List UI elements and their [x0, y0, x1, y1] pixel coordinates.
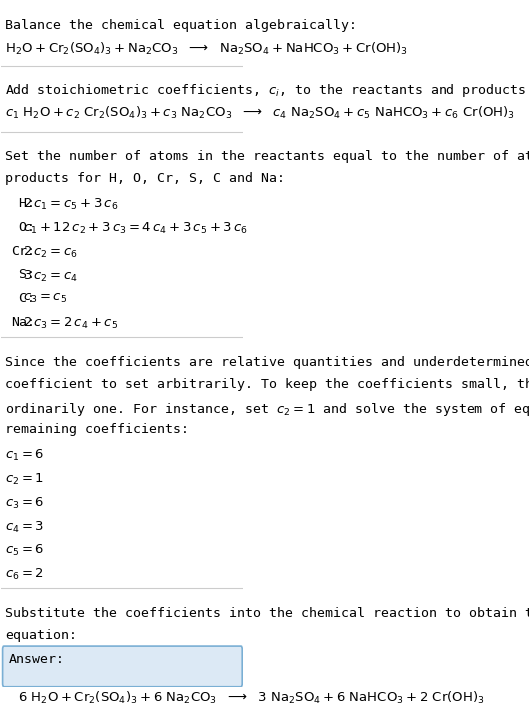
Text: Substitute the coefficients into the chemical reaction to obtain the balanced: Substitute the coefficients into the che…: [5, 607, 529, 619]
Text: $c_2 = 1$: $c_2 = 1$: [5, 472, 44, 487]
Text: equation:: equation:: [5, 629, 77, 642]
Text: Answer:: Answer:: [8, 653, 65, 666]
Text: Add stoichiometric coefficients, $c_i$, to the reactants and products:: Add stoichiometric coefficients, $c_i$, …: [5, 82, 529, 99]
Text: H:: H:: [11, 197, 35, 210]
Text: $2\,c_3 = 2\,c_4 + c_5$: $2\,c_3 = 2\,c_4 + c_5$: [23, 316, 118, 331]
Text: $2\,c_2 = c_6$: $2\,c_2 = c_6$: [23, 245, 78, 259]
Text: $c_1 + 12\,c_2 + 3\,c_3 = 4\,c_4 + 3\,c_5 + 3\,c_6$: $c_1 + 12\,c_2 + 3\,c_3 = 4\,c_4 + 3\,c_…: [23, 221, 248, 236]
Text: Set the number of atoms in the reactants equal to the number of atoms in the: Set the number of atoms in the reactants…: [5, 150, 529, 163]
Text: S:: S:: [11, 269, 35, 281]
Text: $c_3 = c_5$: $c_3 = c_5$: [23, 292, 67, 305]
Text: remaining coefficients:: remaining coefficients:: [5, 423, 189, 436]
Text: $c_1\ \mathregular{H_2O} + c_2\ \mathregular{Cr_2(SO_4)_3} + c_3\ \mathregular{N: $c_1\ \mathregular{H_2O} + c_2\ \mathreg…: [5, 105, 515, 121]
Text: O:: O:: [11, 221, 35, 234]
Text: $2\,c_1 = c_5 + 3\,c_6$: $2\,c_1 = c_5 + 3\,c_6$: [23, 197, 118, 212]
FancyBboxPatch shape: [3, 646, 242, 686]
Text: Since the coefficients are relative quantities and underdetermined, choose a: Since the coefficients are relative quan…: [5, 356, 529, 368]
Text: $c_1 = 6$: $c_1 = 6$: [5, 448, 44, 463]
Text: ordinarily one. For instance, set $c_2 = 1$ and solve the system of equations fo: ordinarily one. For instance, set $c_2 =…: [5, 401, 529, 418]
Text: coefficient to set arbitrarily. To keep the coefficients small, the arbitrary va: coefficient to set arbitrarily. To keep …: [5, 378, 529, 391]
Text: $c_3 = 6$: $c_3 = 6$: [5, 496, 44, 511]
Text: $c_6 = 2$: $c_6 = 2$: [5, 567, 44, 582]
Text: $c_4 = 3$: $c_4 = 3$: [5, 520, 44, 534]
Text: Cr:: Cr:: [11, 245, 35, 257]
Text: $\mathregular{H_2O + Cr_2(SO_4)_3 + Na_2CO_3\ \ \longrightarrow\ \ Na_2SO_4 + Na: $\mathregular{H_2O + Cr_2(SO_4)_3 + Na_2…: [5, 41, 408, 57]
Text: products for H, O, Cr, S, C and Na:: products for H, O, Cr, S, C and Na:: [5, 173, 285, 185]
Text: $6\ \mathregular{H_2O} + \mathregular{Cr_2(SO_4)_3} + 6\ \mathregular{Na_2CO_3}\: $6\ \mathregular{H_2O} + \mathregular{Cr…: [19, 690, 485, 706]
Text: Na:: Na:: [11, 316, 35, 329]
Text: $c_5 = 6$: $c_5 = 6$: [5, 543, 44, 559]
Text: C:: C:: [11, 292, 35, 305]
Text: Balance the chemical equation algebraically:: Balance the chemical equation algebraica…: [5, 18, 357, 32]
Text: $3\,c_2 = c_4$: $3\,c_2 = c_4$: [23, 269, 78, 284]
